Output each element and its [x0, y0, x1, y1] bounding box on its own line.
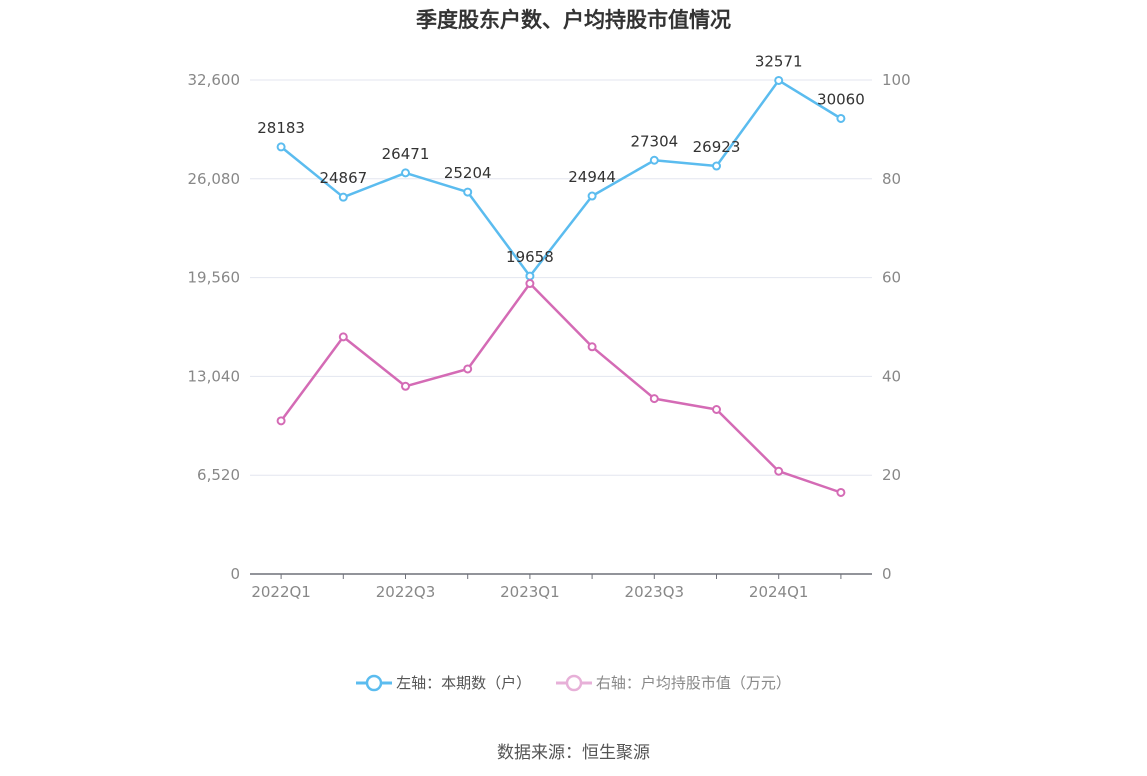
legend: 左轴：本期数（户） 右轴：户均持股市值（万元）: [0, 672, 1147, 697]
data-label: 26923: [693, 138, 741, 156]
legend-label: 左轴：本期数（户）: [396, 674, 532, 692]
data-point[interactable]: [463, 187, 473, 197]
left-axis-tick: 19,560: [188, 269, 241, 287]
left-axis-tick: 0: [230, 565, 240, 583]
data-point[interactable]: [836, 113, 846, 123]
data-label: 25204: [444, 164, 492, 182]
data-labels: 28183 24867 26471 25204 19658 24944 27304 26923…: [257, 52, 865, 266]
right-axis-tick: 20: [882, 466, 901, 484]
legend-circle-icon: [555, 674, 592, 691]
right-axis-tick: 40: [882, 367, 901, 385]
data-label: 24867: [319, 169, 367, 187]
data-point[interactable]: [587, 191, 597, 201]
data-point[interactable]: [712, 161, 721, 171]
series-line-1: [280, 282, 842, 494]
legend-label: 右轴：户均持股市值（万元）: [595, 674, 791, 692]
data-point[interactable]: [276, 416, 286, 426]
legend-item-avg-value[interactable]: 右轴：户均持股市值（万元）: [555, 672, 791, 693]
data-point[interactable]: [525, 279, 535, 289]
data-point[interactable]: [401, 381, 410, 391]
series-group: [276, 75, 846, 497]
data-label: 26471: [382, 145, 430, 163]
data-point[interactable]: [525, 271, 535, 281]
x-axis-label: 2024Q1: [749, 583, 809, 601]
data-point[interactable]: [774, 466, 784, 476]
left-axis-tick: 26,080: [188, 170, 241, 188]
chart-title: 季度股东户数、户均持股市值情况: [416, 8, 731, 32]
data-label: 27304: [630, 132, 678, 150]
data-point[interactable]: [276, 142, 286, 152]
legend-circle-icon: [356, 674, 393, 691]
data-label: 19658: [506, 248, 554, 266]
data-point[interactable]: [836, 487, 846, 497]
data-point[interactable]: [463, 364, 473, 374]
data-point[interactable]: [338, 192, 348, 202]
x-axis-label: 2022Q1: [251, 583, 311, 601]
x-axis-label: 2023Q3: [625, 583, 685, 601]
data-point[interactable]: [338, 332, 348, 342]
right-axis-tick: 60: [882, 269, 901, 287]
data-point[interactable]: [712, 404, 721, 414]
left-axis-tick: 13,040: [188, 367, 241, 385]
data-label: 32571: [755, 52, 803, 70]
data-point[interactable]: [401, 168, 410, 178]
left-axis-tick: 6,520: [197, 466, 240, 484]
data-label: 30060: [817, 90, 865, 108]
grid-lines: [250, 79, 872, 476]
series-line-0: [280, 79, 842, 278]
data-point[interactable]: [649, 394, 659, 404]
x-axis-label: 2022Q3: [376, 583, 436, 601]
data-label: 28183: [257, 119, 305, 137]
data-point[interactable]: [774, 75, 784, 85]
data-point[interactable]: [587, 342, 597, 352]
data-label: 24944: [568, 168, 616, 186]
data-source: 数据来源：恒生聚源: [497, 743, 650, 763]
legend-item-households[interactable]: 左轴：本期数（户）: [356, 672, 531, 693]
right-axis-tick: 100: [882, 71, 911, 89]
right-axis-tick: 80: [882, 170, 901, 188]
right-axis-tick: 0: [882, 565, 892, 583]
left-axis-tick: 32,600: [188, 71, 241, 89]
axes: 0 0 6,520 20 13,040 40 19,560 60 26,080 80 32,600 1…: [188, 71, 911, 601]
data-point[interactable]: [649, 155, 659, 165]
x-axis-label: 2023Q1: [500, 583, 560, 601]
